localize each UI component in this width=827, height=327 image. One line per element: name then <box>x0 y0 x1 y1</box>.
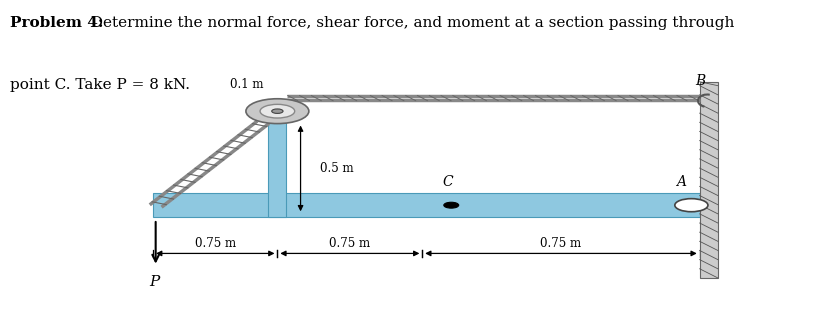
Circle shape <box>443 202 458 208</box>
Text: C: C <box>442 176 452 190</box>
Text: 0.75 m: 0.75 m <box>329 236 370 250</box>
FancyBboxPatch shape <box>699 82 717 278</box>
Text: point C. Take P = 8 kN.: point C. Take P = 8 kN. <box>10 78 189 93</box>
Circle shape <box>271 109 283 113</box>
Text: 0.75 m: 0.75 m <box>194 236 236 250</box>
FancyBboxPatch shape <box>268 119 286 217</box>
Circle shape <box>246 99 308 124</box>
Circle shape <box>674 198 707 212</box>
Text: 0.1 m: 0.1 m <box>230 77 264 91</box>
Text: B: B <box>695 74 705 88</box>
Text: P: P <box>149 275 159 289</box>
Text: A: A <box>676 176 686 190</box>
Circle shape <box>260 104 294 118</box>
Text: Determine the normal force, shear force, and moment at a section passing through: Determine the normal force, shear force,… <box>81 16 734 30</box>
Text: Problem 4:: Problem 4: <box>10 16 103 30</box>
Text: 0.75 m: 0.75 m <box>540 236 581 250</box>
FancyBboxPatch shape <box>153 193 699 217</box>
Text: 0.5 m: 0.5 m <box>319 162 353 175</box>
